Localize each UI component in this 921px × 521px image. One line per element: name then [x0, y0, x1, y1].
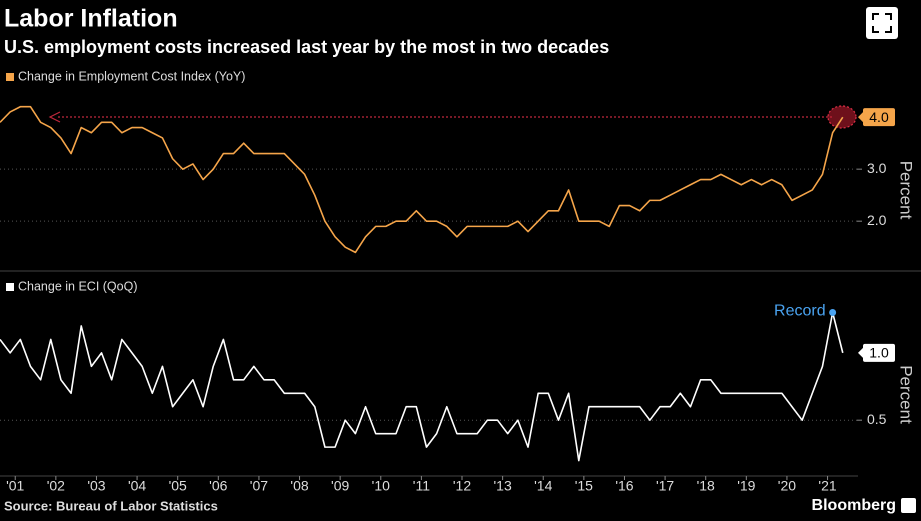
x-tick-label: '07	[250, 478, 268, 494]
line-series	[0, 105, 844, 254]
x-tick-label: '11	[413, 478, 430, 494]
x-tick-label: '13	[493, 478, 511, 494]
annotation-label: Record	[774, 303, 826, 320]
y-tick-label: 2.0	[867, 212, 887, 228]
x-tick-label: '03	[87, 478, 105, 494]
value-label-pointer	[858, 112, 863, 123]
value-label: 4.0	[869, 109, 889, 125]
x-tick-label: '04	[128, 478, 146, 494]
legend-label: Change in ECI (QoQ)	[18, 279, 138, 293]
x-tick-label: '02	[47, 478, 65, 494]
chart-subtitle: U.S. employment costs increased last yea…	[4, 37, 609, 57]
x-tick-label: '17	[656, 478, 674, 494]
expand-icon[interactable]	[866, 7, 898, 39]
value-label: 1.0	[869, 345, 889, 361]
x-tick-label: '12	[453, 478, 471, 494]
y-tick-label: 3.0	[867, 160, 887, 176]
x-tick-label: '05	[169, 478, 187, 494]
reference-arrowhead	[48, 111, 61, 123]
x-tick-label: '09	[331, 478, 349, 494]
x-tick-label: '21	[818, 478, 836, 494]
value-label-pointer	[858, 347, 863, 358]
value-label-box	[863, 108, 895, 127]
x-tick-label: '16	[615, 478, 633, 494]
x-tick-label: '18	[697, 478, 715, 494]
x-tick-label: '19	[737, 478, 755, 494]
brand-icon	[901, 498, 916, 513]
line-series	[0, 311, 844, 462]
annotation-dot	[829, 309, 837, 316]
legend-swatch	[6, 73, 14, 81]
legend-label: Change in Employment Cost Index (YoY)	[18, 69, 245, 83]
x-tick-label: '15	[575, 478, 593, 494]
x-tick-label: '06	[209, 478, 227, 494]
x-tick-label: '20	[778, 478, 796, 494]
x-tick-label: '01	[6, 478, 24, 494]
brand-logo: Bloomberg	[812, 497, 896, 514]
source-note: Source: Bureau of Labor Statistics	[4, 498, 218, 513]
legend-swatch	[6, 283, 14, 291]
x-tick-label: '08	[290, 478, 308, 494]
y-tick-label: 0.5	[867, 411, 887, 427]
y-axis-label: Percent	[897, 365, 916, 424]
x-tick-label: '10	[372, 478, 390, 494]
value-label-box	[863, 343, 895, 362]
x-tick-label: '14	[534, 478, 552, 494]
chart-title: Labor Inflation	[4, 5, 178, 33]
y-axis-label: Percent	[897, 161, 916, 220]
